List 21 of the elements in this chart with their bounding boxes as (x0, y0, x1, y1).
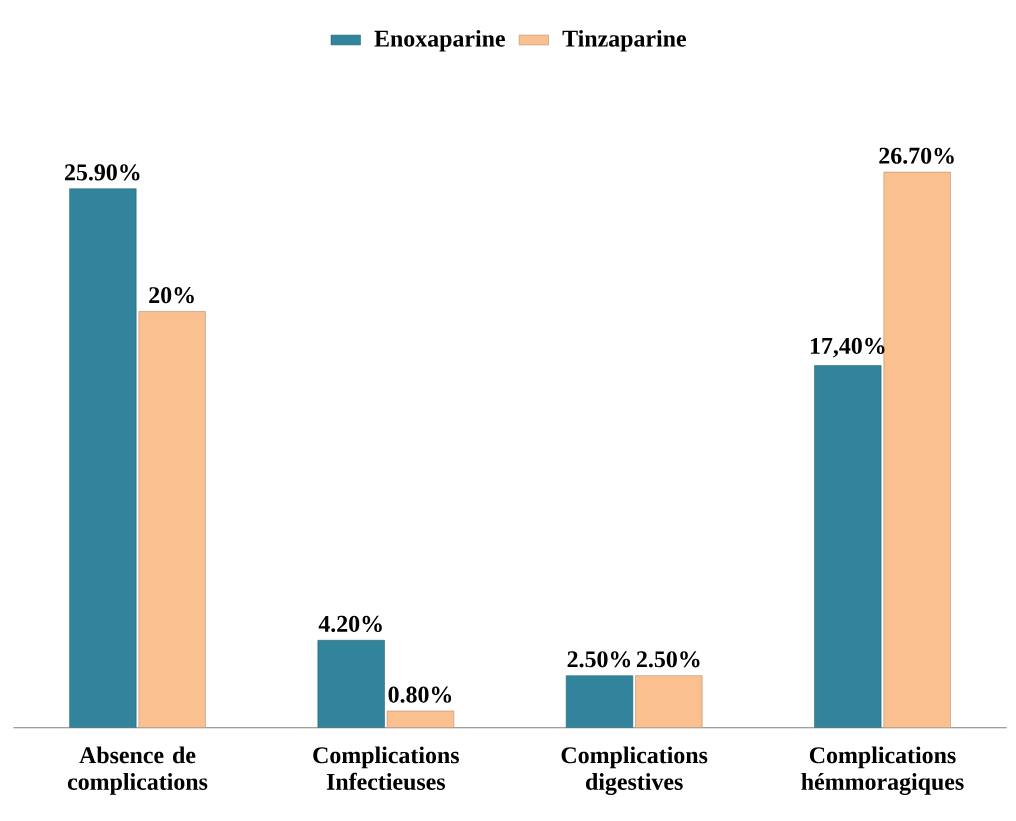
bar (69, 188, 137, 728)
data-label: 2.50% (567, 651, 631, 668)
data-label: 17,40% (810, 337, 885, 358)
data-label: 2.50% (636, 651, 700, 668)
legend-label: Enoxaparine (374, 29, 505, 52)
bar (138, 311, 206, 728)
data-label: 0.80% (388, 686, 452, 703)
bar (883, 171, 951, 728)
bar (317, 640, 385, 728)
data-label: 4.20% (318, 615, 382, 633)
legend-label: Tinzaparine (562, 29, 686, 52)
x-tick-label: Complications hémmoragiques (801, 746, 964, 795)
x-tick-label: Complications Infectieuses (313, 746, 459, 790)
data-label: 25.90% (64, 164, 140, 181)
x-tick-label: Complications digestives (561, 746, 708, 795)
bar (635, 675, 703, 728)
data-label: 26.70% (879, 147, 954, 164)
data-label: 20% (149, 287, 194, 304)
bar (565, 675, 634, 728)
x-tick-label: Absence de complications (67, 746, 208, 795)
bar (814, 365, 882, 728)
